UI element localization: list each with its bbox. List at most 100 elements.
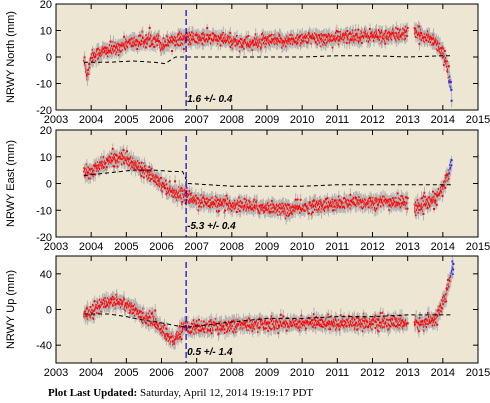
data-point	[179, 195, 182, 198]
data-point	[373, 36, 376, 39]
data-point	[200, 206, 203, 209]
data-point	[385, 29, 388, 32]
data-point	[229, 32, 232, 35]
data-point	[294, 210, 297, 213]
data-point	[162, 48, 165, 51]
data-point	[153, 45, 156, 48]
data-point	[252, 208, 255, 211]
data-point	[399, 28, 402, 31]
data-point	[121, 152, 124, 155]
data-point	[268, 42, 271, 45]
data-point	[245, 207, 248, 210]
data-point	[190, 43, 193, 46]
data-point	[157, 33, 160, 36]
data-point	[140, 44, 143, 47]
data-point	[346, 30, 349, 33]
data-point	[113, 49, 116, 52]
data-point	[331, 34, 334, 37]
data-point	[127, 164, 130, 167]
data-point	[445, 60, 448, 63]
data-point	[446, 65, 449, 68]
data-point	[443, 55, 446, 58]
data-point	[102, 156, 105, 159]
x-tick-label: 2003	[44, 114, 68, 126]
data-point	[320, 40, 323, 43]
data-point	[202, 32, 205, 35]
data-point	[316, 208, 319, 211]
data-point	[351, 29, 354, 32]
data-point	[154, 38, 157, 41]
data-point	[284, 209, 287, 212]
data-point	[179, 37, 182, 40]
data-point	[146, 42, 149, 45]
data-point	[403, 28, 406, 31]
data-point	[271, 199, 274, 202]
data-point	[339, 39, 342, 42]
data-point	[234, 199, 237, 202]
data-point	[290, 42, 293, 45]
data-point	[284, 203, 287, 206]
data-point	[115, 53, 118, 56]
x-tick-label: 2008	[220, 114, 244, 126]
data-point	[320, 38, 323, 41]
data-point	[199, 205, 202, 208]
data-point	[90, 53, 93, 56]
data-point	[175, 36, 178, 39]
data-point	[149, 179, 152, 182]
data-point	[91, 56, 94, 59]
data-point	[371, 36, 374, 39]
data-point	[216, 210, 219, 213]
data-point	[157, 184, 160, 187]
data-point	[158, 178, 161, 181]
data-point	[138, 162, 141, 165]
x-tick-label: 2004	[79, 114, 103, 126]
data-point	[200, 194, 203, 197]
model-fit-line	[84, 55, 452, 65]
data-point	[120, 163, 123, 166]
data-point	[312, 200, 315, 203]
data-point	[115, 46, 118, 49]
data-point	[328, 206, 331, 209]
data-point	[110, 152, 113, 155]
data-point	[324, 200, 327, 203]
data-point	[258, 211, 261, 214]
data-point	[331, 198, 334, 201]
data-point	[186, 38, 189, 41]
data-point	[255, 38, 258, 41]
data-point	[296, 43, 299, 46]
data-point	[125, 159, 128, 162]
data-point	[262, 206, 265, 209]
data-point	[396, 27, 399, 30]
data-point	[245, 209, 248, 212]
data-point	[360, 35, 363, 38]
x-tick-label: 2007	[184, 114, 208, 126]
data-point	[171, 194, 174, 197]
data-point	[206, 27, 209, 30]
data-point	[178, 196, 181, 199]
data-point	[388, 36, 391, 39]
data-point	[328, 33, 331, 36]
data-point	[218, 35, 221, 38]
data-point	[164, 45, 167, 48]
data-point	[281, 46, 284, 49]
data-point	[96, 167, 99, 170]
data-point	[122, 149, 125, 152]
data-point	[299, 198, 302, 201]
data-point	[217, 204, 220, 207]
data-point	[243, 207, 246, 210]
data-point	[89, 177, 92, 180]
data-point	[317, 210, 320, 213]
data-point	[177, 38, 180, 41]
data-point	[335, 38, 338, 41]
data-point	[99, 49, 102, 52]
x-tick-label: 2010	[290, 114, 314, 126]
data-point	[165, 179, 168, 182]
data-point	[217, 198, 220, 201]
data-point	[311, 202, 314, 205]
data-point	[180, 189, 183, 192]
data-point	[436, 49, 439, 52]
data-point	[310, 213, 313, 216]
data-point	[296, 34, 299, 37]
data-point	[379, 31, 382, 34]
data-point	[87, 171, 90, 174]
